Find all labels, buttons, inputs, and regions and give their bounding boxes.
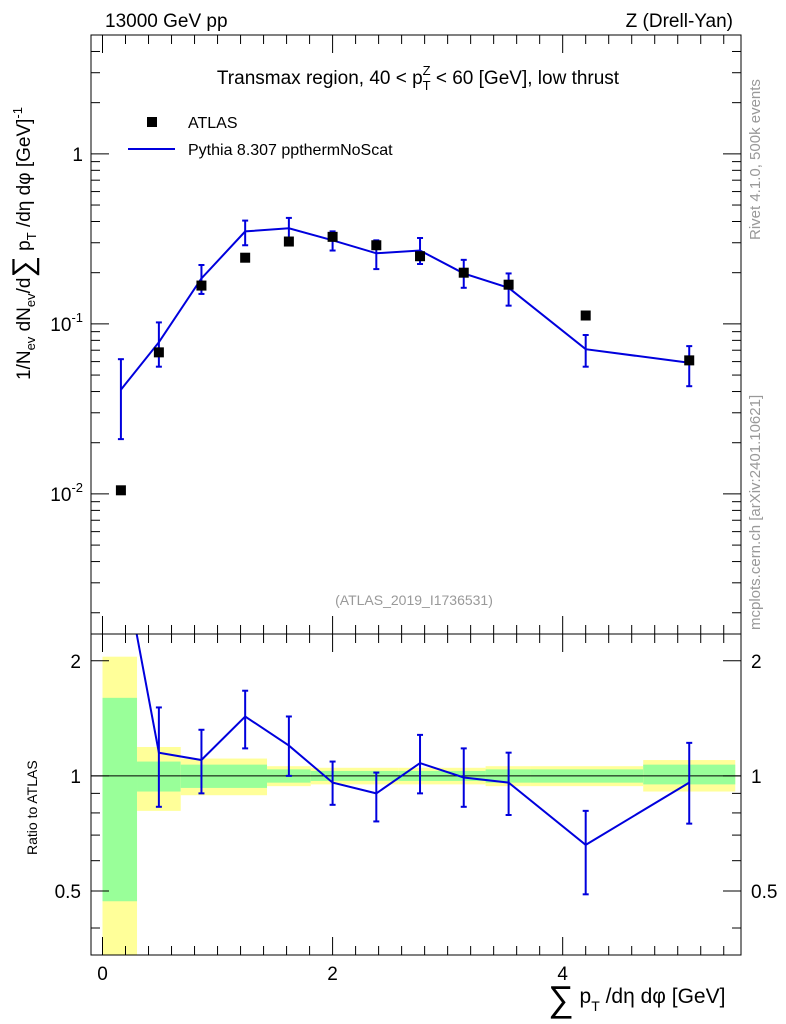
atlas-data-point	[115, 485, 126, 496]
atlas-data-point	[458, 267, 469, 278]
ratio-line	[135, 634, 690, 847]
atlas-data-point	[283, 236, 294, 247]
main-y-axis-label: 1/Nev dNev/d∑ pT /dη dφ [GeV]-1	[7, 107, 40, 380]
svg-text:1/Nev dNev/d∑ pT /dη dφ [GeV]: 1/Nev dNev/d∑ pT /dη dφ [GeV]-1	[7, 107, 40, 380]
ratio-y-tick-label-right: 1	[751, 767, 762, 788]
legend-data-label: ATLAS	[188, 115, 238, 132]
ratio-y-tick-label-left: 0.5	[55, 882, 81, 903]
ratio-series-group	[135, 634, 693, 896]
energy-label: 13000 GeV pp	[105, 11, 228, 32]
atlas-data-point	[580, 310, 591, 321]
ratio-y-tick-label-right: 2	[751, 652, 762, 673]
ratio-y-axis-label: Ratio to ATLAS	[24, 760, 40, 855]
x-axis-label: ∑ pT /dη dφ [GeV]	[548, 978, 725, 1019]
ratio-y-tick-label-left: 2	[70, 652, 81, 673]
analysis-label: (ATLAS_2019_I1736531)	[335, 592, 493, 608]
ratio-panel: 0.5 0.5 1 1 2 2 0 2 4	[55, 633, 777, 985]
plot-title: Transmax region, 40 < pTZ < 60 [GeV], lo…	[217, 63, 620, 93]
atlas-data-point	[371, 240, 382, 251]
legend-mc-label: Pythia 8.307 ppthermNoScat	[188, 142, 393, 159]
source-label: mcplots.cern.ch [arXiv:2401.10621]	[747, 395, 764, 630]
ratio-band-inner	[102, 697, 138, 902]
atlas-data-point	[153, 347, 164, 358]
x-tick-label: 2	[327, 964, 338, 985]
ratio-frame	[90, 633, 742, 956]
atlas-data-point	[503, 279, 514, 290]
legend-data-marker	[147, 117, 157, 127]
atlas-data-point	[684, 355, 695, 366]
rivet-label: Rivet 4.1.0, 500k events	[747, 79, 764, 240]
main-y-tick-label: 10-1	[50, 310, 83, 336]
atlas-data-point	[327, 231, 338, 242]
ratio-y-tick-label-left: 1	[70, 767, 81, 788]
main-y-tick-label: 10-2	[50, 480, 83, 506]
legend: ATLAS Pythia 8.307 ppthermNoScat	[128, 115, 393, 159]
atlas-data-point	[196, 280, 207, 291]
svg-text:∑ pT /dη dφ [GeV]: ∑ pT /dη dφ [GeV]	[548, 978, 725, 1019]
process-label: Z (Drell-Yan)	[626, 11, 733, 32]
atlas-data-point	[415, 251, 426, 262]
mc-line	[120, 227, 690, 391]
ratio-y-tick-label-right: 0.5	[751, 882, 777, 903]
x-tick-label: 4	[557, 964, 568, 985]
x-tick-label: 0	[97, 964, 108, 985]
main-y-tick-label: 1	[72, 145, 83, 166]
atlas-data-point	[240, 252, 251, 263]
